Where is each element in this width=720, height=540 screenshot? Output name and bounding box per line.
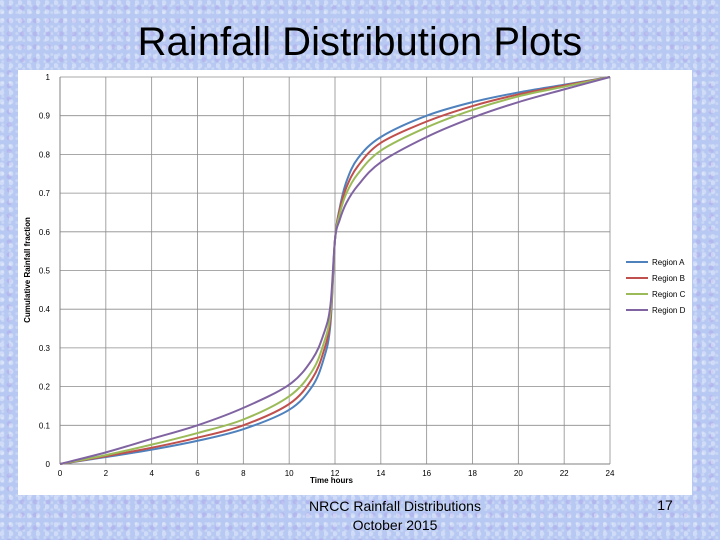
axes bbox=[59, 77, 610, 465]
y-tick-label: 0.7 bbox=[39, 189, 51, 198]
x-tick-label: 16 bbox=[422, 469, 431, 478]
x-axis-label: Time hours bbox=[310, 476, 354, 485]
x-tick-label: 24 bbox=[606, 469, 615, 478]
legend-label: Region A bbox=[652, 258, 685, 267]
x-tick-label: 2 bbox=[104, 469, 109, 478]
series-lines bbox=[59, 76, 611, 465]
x-tick-label: 4 bbox=[149, 469, 154, 478]
x-tick-label: 14 bbox=[376, 469, 385, 478]
y-tick-label: 0.4 bbox=[39, 305, 51, 314]
x-tick-label: 18 bbox=[468, 469, 477, 478]
x-tick-label: 10 bbox=[285, 469, 294, 478]
series-line-region-d bbox=[59, 76, 611, 465]
y-tick-label: 0.2 bbox=[39, 383, 51, 392]
y-tick-label: 0.1 bbox=[39, 421, 51, 430]
y-tick-label: 0 bbox=[46, 460, 51, 469]
y-tick-label: 0.5 bbox=[39, 267, 51, 276]
y-tick-label: 0.8 bbox=[39, 150, 51, 159]
gridlines bbox=[59, 76, 611, 465]
legend-label: Region D bbox=[652, 306, 686, 315]
x-tick-label: 0 bbox=[58, 469, 63, 478]
cumulative-rainfall-chart: 0 2 4 6 8 10 12 14 16 18 20 22 2400.10.20.30.40.50.6… bbox=[23, 73, 686, 485]
x-tick-label: 22 bbox=[560, 469, 569, 478]
x-tick-label: 8 bbox=[241, 469, 246, 478]
tick-labels: 0 2 4 6 8 10 12 14 16 18 20 22 2400.10.20.30.40.50.6… bbox=[39, 73, 615, 478]
y-tick-label: 0.9 bbox=[39, 112, 51, 121]
y-tick-label: 0.3 bbox=[39, 344, 51, 353]
legend-label: Region B bbox=[652, 274, 685, 283]
x-tick-label: 12 bbox=[331, 469, 340, 478]
y-tick-label: 0.6 bbox=[39, 228, 51, 237]
footer-line-2: October 2015 bbox=[352, 517, 438, 533]
y-tick-label: 1 bbox=[46, 73, 51, 82]
slide-title: Rainfall Distribution Plots bbox=[137, 20, 583, 64]
chart-container: 0 2 4 6 8 10 12 14 16 18 20 22 24 0 0.1 0.2 0.3 0.4 0.5 0.6… bbox=[18, 70, 692, 495]
x-tick-label: 20 bbox=[514, 469, 523, 478]
page-number: 17 bbox=[657, 497, 673, 513]
y-axis-label: Cumulative Rainfall fraction bbox=[23, 217, 32, 323]
slide-footer: NRCC Rainfall Distributions October 2015 bbox=[290, 497, 500, 535]
legend: Region A Region B Region C Region D bbox=[626, 258, 686, 315]
footer-line-1: NRCC Rainfall Distributions bbox=[309, 498, 481, 514]
x-tick-label: 6 bbox=[195, 469, 200, 478]
legend-label: Region C bbox=[652, 290, 686, 299]
